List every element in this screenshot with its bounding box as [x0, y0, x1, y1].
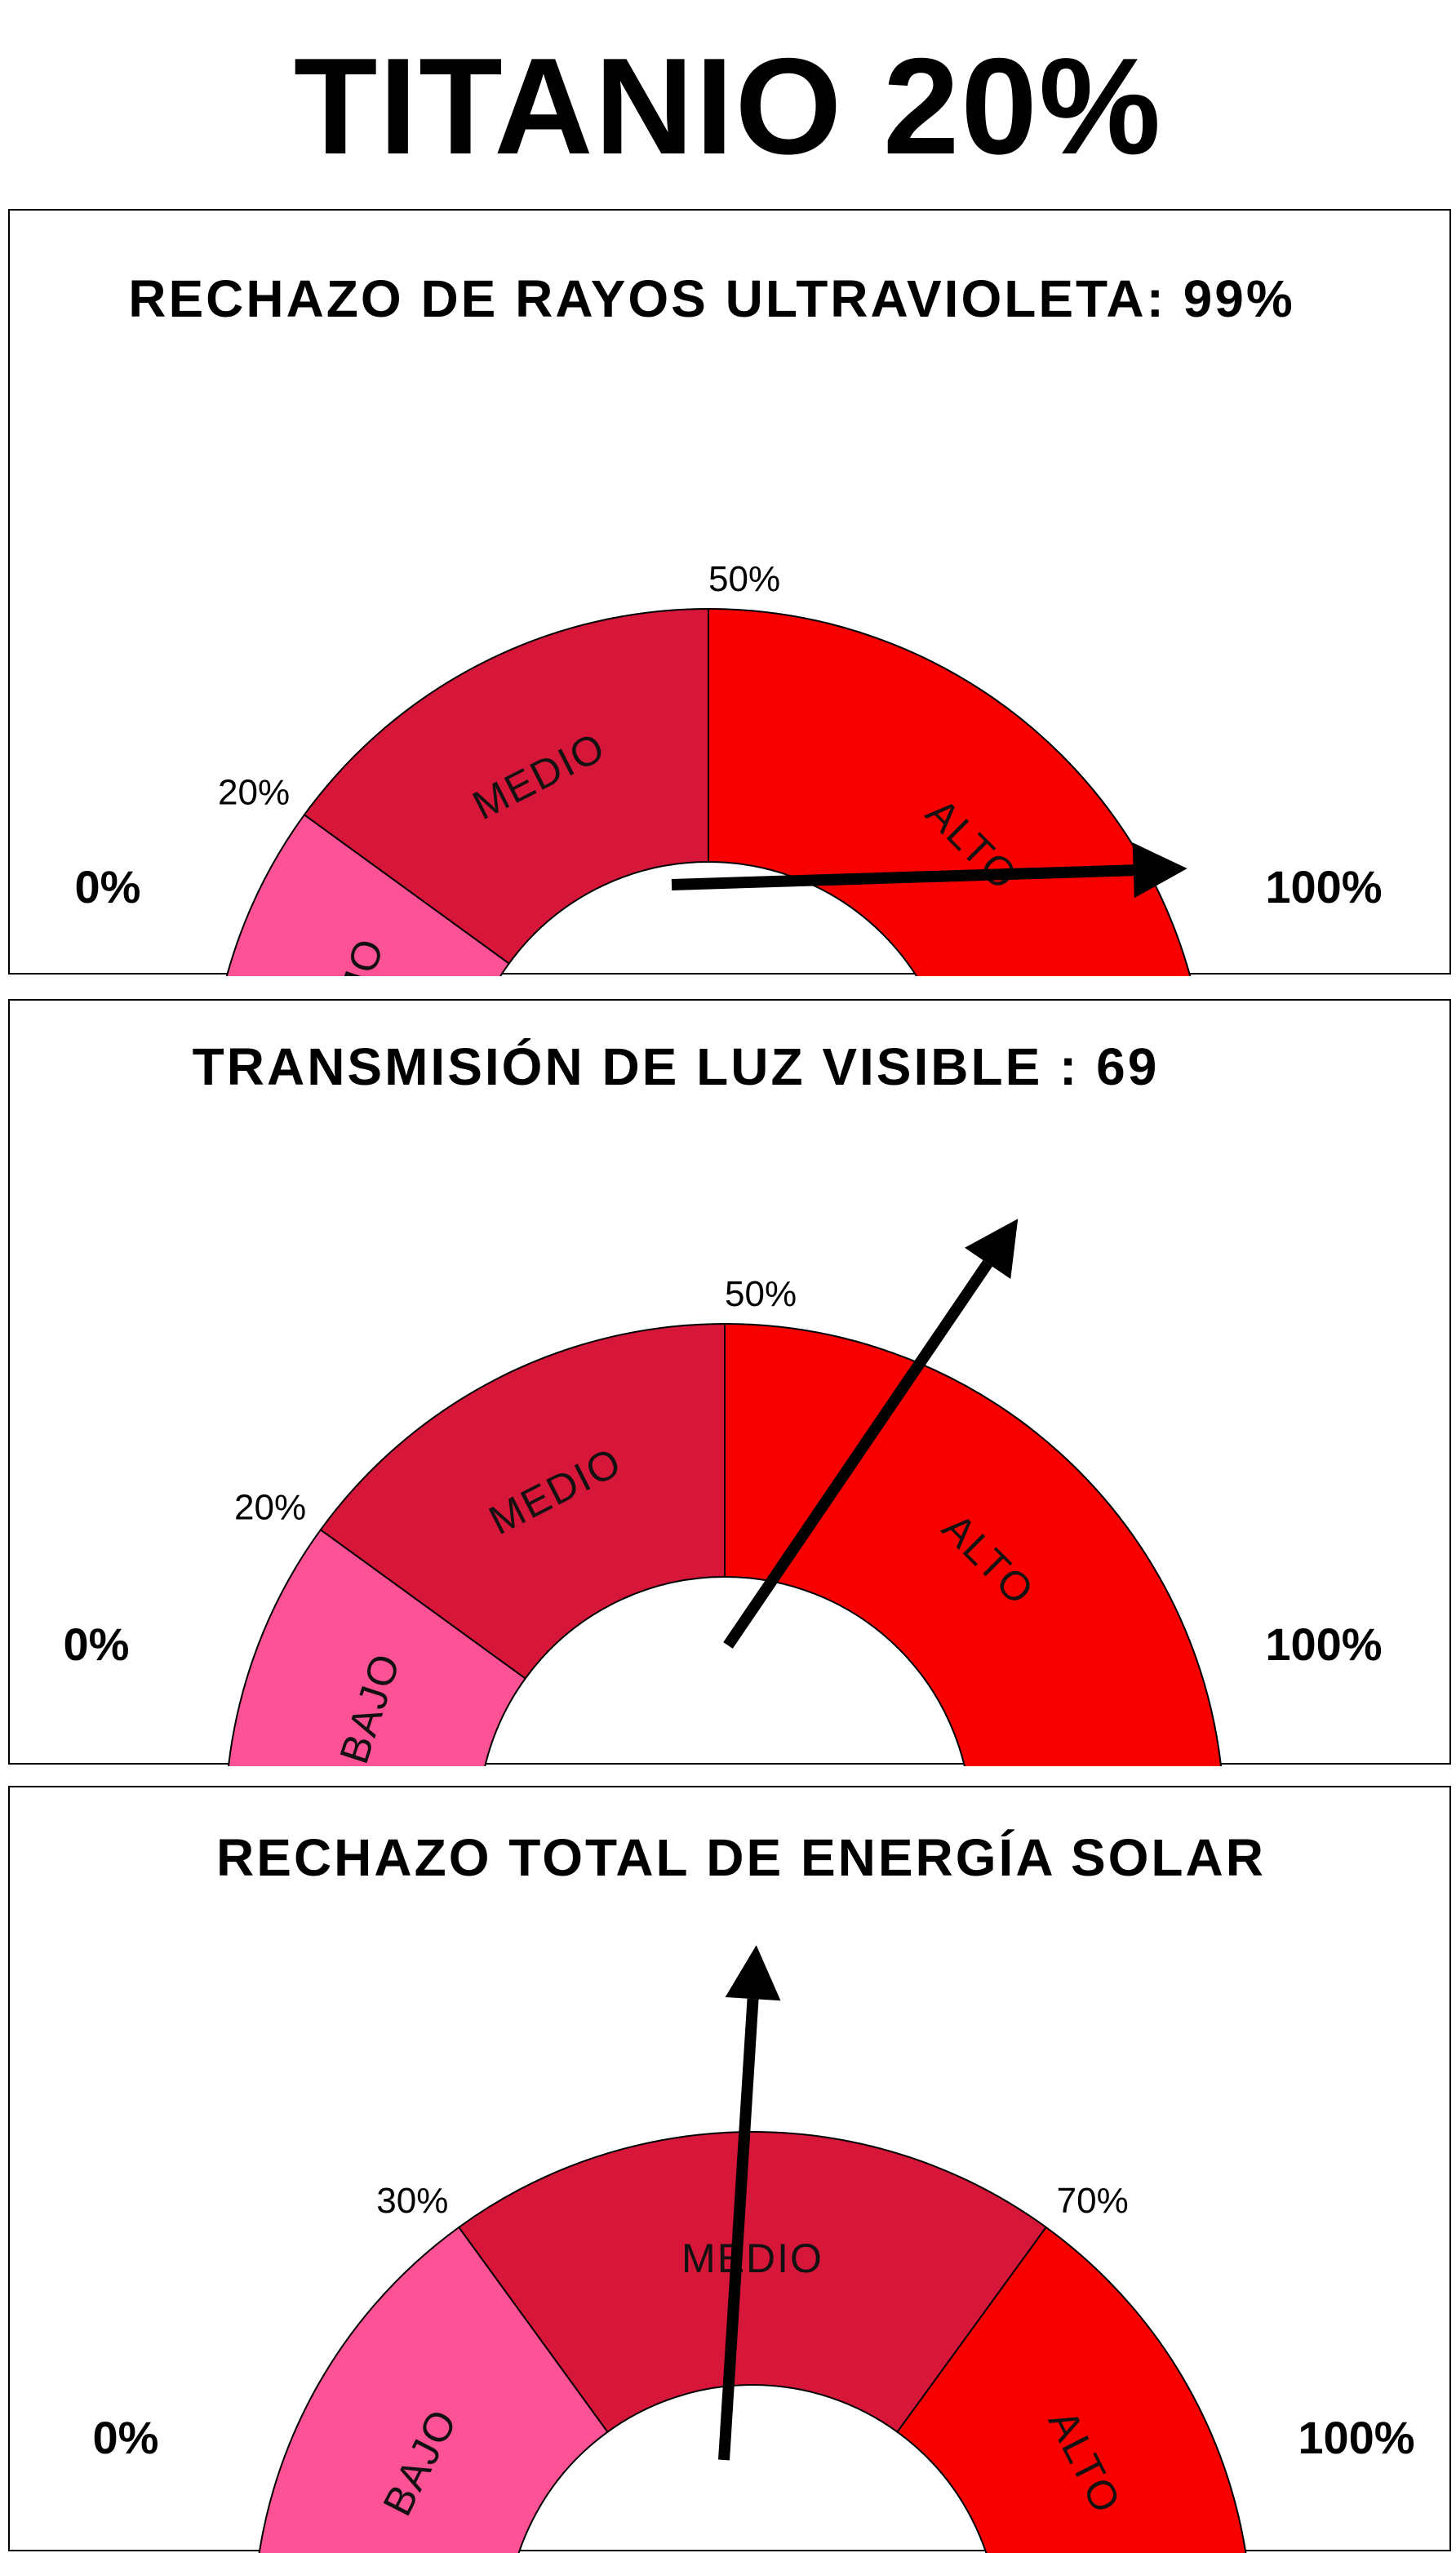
gauge-needle-head — [1132, 842, 1187, 899]
gauge-panel-uv: RECHAZO DE RAYOS ULTRAVIOLETA: 99%BAJOME… — [8, 209, 1451, 976]
gauge-needle — [718, 1945, 781, 2461]
gauge-max-label: 100% — [1265, 1618, 1382, 1670]
gauge-segment-bajo — [228, 1528, 527, 1766]
gauge-title: RECHAZO TOTAL DE ENERGÍA SOLAR — [216, 1828, 1266, 1887]
page-title: TITANIO 20% — [293, 29, 1163, 183]
gauge-needle-shaft — [718, 1998, 759, 2461]
gauge-min-label: 0% — [75, 861, 141, 912]
gauge-segment-alto — [896, 2226, 1247, 2553]
gauge-needle — [723, 1219, 1019, 1649]
gauge-segment-alto — [708, 607, 1192, 976]
gauge-chart: RECHAZO DE RAYOS ULTRAVIOLETA: 99%BAJOME… — [75, 269, 1383, 976]
gauge-panel-solar-energy: RECHAZO TOTAL DE ENERGÍA SOLAR BAJO MEDIO A… — [8, 1786, 1451, 2553]
gauge-segment-label: MEDIO — [681, 2236, 823, 2281]
gauge-needle — [671, 842, 1187, 899]
gauge-title: TRANSMISIÓN DE LUZ VISIBLE : 69 — [193, 1037, 1160, 1096]
gauge-segment-medio — [457, 2131, 1048, 2434]
gauge-needle-shaft — [723, 1259, 992, 1649]
gauge-segment-bajo — [258, 2226, 609, 2553]
gauge-max-label: 100% — [1265, 861, 1382, 912]
gauge-max-label: 100% — [1298, 2412, 1414, 2463]
gauge-threshold-label: 20% — [234, 1487, 306, 1527]
gauge-segment-bajo — [225, 813, 511, 976]
gauge-threshold-label: 20% — [218, 772, 290, 812]
gauge-chart: RECHAZO TOTAL DE ENERGÍA SOLARBAJOMEDIOA… — [93, 1828, 1415, 2553]
gauge-threshold-label: 70% — [1057, 2181, 1129, 2221]
gauge-needle-head — [965, 1219, 1019, 1279]
gauge-chart: TRANSMISIÓN DE LUZ VISIBLE : 69BAJOMEDIO… — [64, 1037, 1383, 1766]
gauge-title: RECHAZO DE RAYOS ULTRAVIOLETA: 99% — [128, 269, 1295, 328]
gauge-segment-alto — [724, 1322, 1222, 1766]
gauge-min-label: 0% — [64, 1618, 130, 1670]
gauge-segment-medio — [303, 607, 709, 965]
gauge-threshold-label: 50% — [725, 1274, 797, 1314]
gauge-min-label: 0% — [93, 2412, 159, 2463]
gauge-needle-shaft — [671, 864, 1134, 890]
gauge-segment-medio — [319, 1322, 726, 1680]
gauge-threshold-label: 30% — [376, 2181, 448, 2221]
gauge-needle-head — [725, 1945, 781, 2001]
gauge-panel-visible-light: TRANSMISIÓN DE LUZ VISIBLE : 69 BAJO MEDIO… — [8, 999, 1451, 1766]
gauge-threshold-label: 50% — [708, 559, 780, 599]
